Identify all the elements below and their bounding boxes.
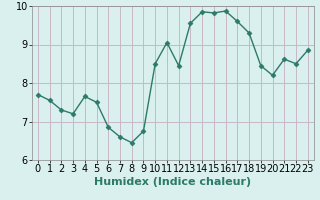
X-axis label: Humidex (Indice chaleur): Humidex (Indice chaleur) bbox=[94, 177, 252, 187]
